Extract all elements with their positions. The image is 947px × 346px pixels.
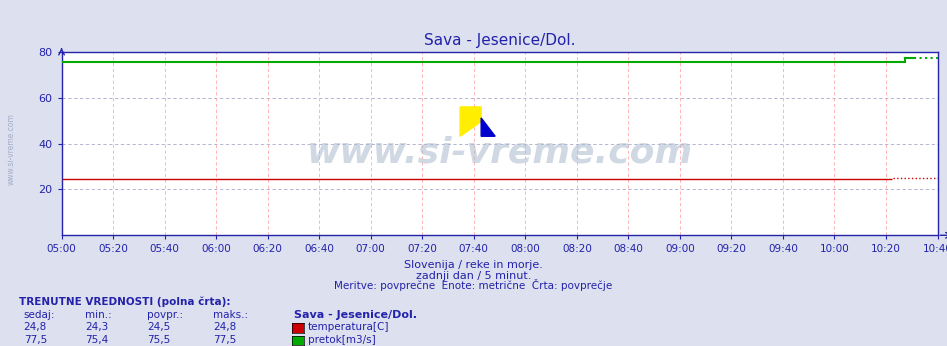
Text: 75,5: 75,5 — [147, 335, 170, 345]
Text: 24,8: 24,8 — [24, 322, 47, 332]
Text: TRENUTNE VREDNOSTI (polna črta):: TRENUTNE VREDNOSTI (polna črta): — [19, 297, 230, 307]
Text: 75,4: 75,4 — [85, 335, 109, 345]
Text: maks.:: maks.: — [213, 310, 248, 320]
Text: pretok[m3/s]: pretok[m3/s] — [308, 335, 376, 345]
Polygon shape — [481, 118, 495, 136]
Text: 24,3: 24,3 — [85, 322, 109, 332]
Text: Slovenija / reke in morje.: Slovenija / reke in morje. — [404, 260, 543, 270]
Text: 24,5: 24,5 — [147, 322, 170, 332]
Title: Sava - Jesenice/Dol.: Sava - Jesenice/Dol. — [424, 33, 575, 48]
Text: 24,8: 24,8 — [213, 322, 237, 332]
Text: www.si-vreme.com: www.si-vreme.com — [307, 136, 692, 170]
Text: Meritve: povprečne  Enote: metrične  Črta: povprečje: Meritve: povprečne Enote: metrične Črta:… — [334, 279, 613, 291]
Text: temperatura[C]: temperatura[C] — [308, 322, 389, 332]
Text: zadnji dan / 5 minut.: zadnji dan / 5 minut. — [416, 271, 531, 281]
Text: www.si-vreme.com: www.si-vreme.com — [7, 113, 16, 185]
Text: povpr.:: povpr.: — [147, 310, 183, 320]
Text: 77,5: 77,5 — [213, 335, 237, 345]
Text: 77,5: 77,5 — [24, 335, 47, 345]
Text: sedaj:: sedaj: — [24, 310, 55, 320]
Polygon shape — [460, 107, 481, 136]
Text: min.:: min.: — [85, 310, 112, 320]
Text: Sava - Jesenice/Dol.: Sava - Jesenice/Dol. — [294, 310, 417, 320]
